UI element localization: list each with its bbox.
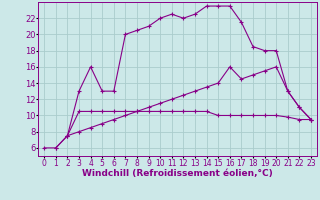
X-axis label: Windchill (Refroidissement éolien,°C): Windchill (Refroidissement éolien,°C) — [82, 169, 273, 178]
